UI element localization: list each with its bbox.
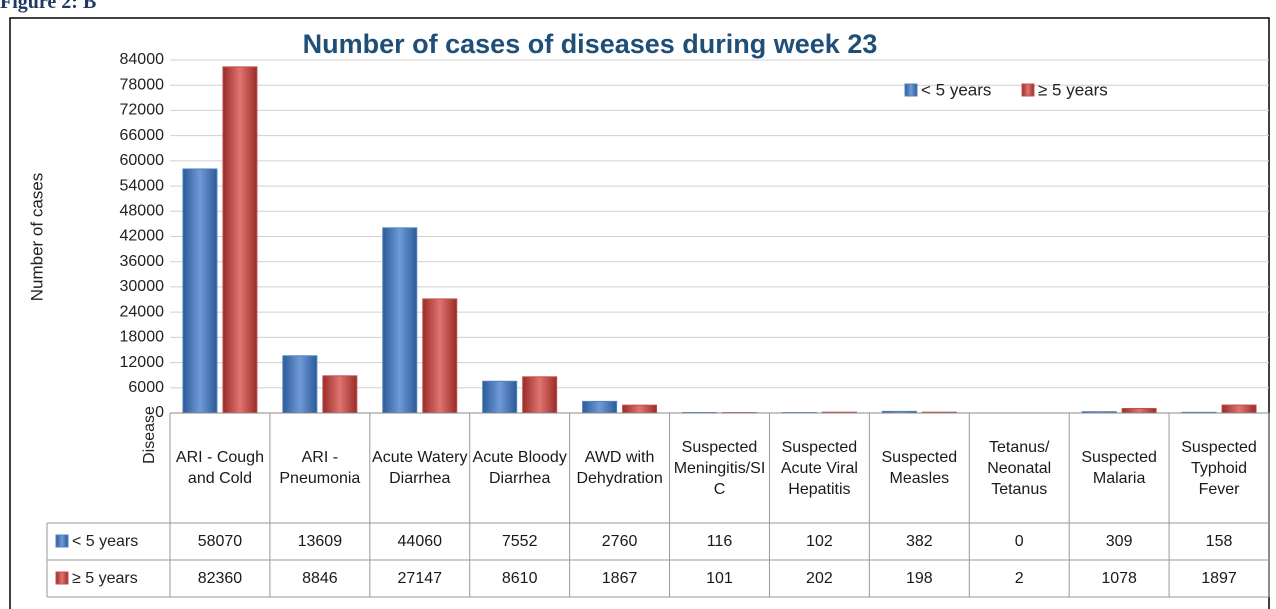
table-value: 44060 <box>397 533 443 550</box>
table-value: 27147 <box>397 570 443 587</box>
bar <box>382 227 418 414</box>
table-value: 8846 <box>302 570 338 587</box>
table-value: 309 <box>1105 533 1133 550</box>
category-label: Acute Watery Diarrhea <box>372 449 468 487</box>
y-tick-label: 48000 <box>120 203 165 220</box>
y-tick-label: 30000 <box>120 278 165 295</box>
table-value: 13609 <box>297 533 343 550</box>
table-value: 382 <box>905 533 933 550</box>
y-tick-label: 78000 <box>120 76 165 93</box>
table-value: 2760 <box>601 533 638 550</box>
table-value: 1897 <box>1201 570 1237 587</box>
bar <box>422 298 458 414</box>
table-value: 7552 <box>501 533 538 550</box>
figure-label: Figure 2: B <box>0 0 97 13</box>
table-row-label: ≥ 5 years <box>72 570 138 587</box>
y-tick-label: 12000 <box>120 354 165 371</box>
bar <box>282 355 318 414</box>
category-label: Suspected Measles <box>881 449 958 487</box>
category-label: Suspected Malaria <box>1081 449 1157 487</box>
bar <box>622 404 658 414</box>
table-value: 1078 <box>1101 570 1137 587</box>
y-tick-label: 18000 <box>120 329 165 346</box>
table-row-label: < 5 years <box>72 533 138 550</box>
table-value: 1867 <box>601 570 638 587</box>
y-tick-label: 42000 <box>120 228 165 245</box>
table-value: 101 <box>706 570 733 587</box>
table-value: 198 <box>905 570 933 587</box>
table-value: 2 <box>1014 570 1024 587</box>
table-value: 0 <box>1014 533 1024 550</box>
y-tick-label: 84000 <box>120 51 165 68</box>
table-value: 82360 <box>197 570 243 587</box>
category-label: Suspected Typhoid Fever <box>1181 438 1257 498</box>
y-tick-label: 60000 <box>120 152 165 169</box>
table-value: 58070 <box>197 533 243 550</box>
legend-key <box>55 571 69 585</box>
y-tick-label: 0 <box>155 404 164 421</box>
category-label: Suspected Acute Viral Hepatitis <box>780 438 858 498</box>
bar <box>1221 404 1257 414</box>
y-tick-label: 36000 <box>120 253 165 270</box>
category-label: AWD with Dehydration <box>576 449 663 487</box>
legend-label: ≥ 5 years <box>1038 80 1108 99</box>
table-value: 102 <box>806 533 833 550</box>
chart-title: Number of cases of diseases during week … <box>303 29 878 59</box>
category-label: ARI - Pneumonia <box>279 449 361 487</box>
category-label: ARI - Cough and Cold <box>175 449 264 487</box>
category-label: Tetanus/ Neonatal Tetanus <box>987 438 1052 498</box>
x-axis-label: Disease <box>141 406 158 464</box>
legend-key <box>1021 83 1035 97</box>
category-label: Acute Bloody Diarrhea <box>472 449 567 487</box>
y-tick-label: 24000 <box>120 303 165 320</box>
bar <box>182 168 218 414</box>
table-value: 202 <box>806 570 833 587</box>
y-tick-label: 54000 <box>120 177 165 194</box>
y-tick-label: 66000 <box>120 127 165 144</box>
category-label: Suspected Meningitis/SIC <box>673 438 766 498</box>
legend-label: < 5 years <box>921 80 991 99</box>
legend-key <box>904 83 918 97</box>
y-axis-label: Number of cases <box>27 173 46 302</box>
table-value: 158 <box>1205 533 1233 550</box>
table-value: 8610 <box>501 570 538 587</box>
bar <box>522 376 558 414</box>
y-tick-label: 72000 <box>120 102 165 119</box>
bar <box>322 375 358 414</box>
chart-border <box>9 17 1270 609</box>
y-tick-label: 6000 <box>128 379 164 396</box>
legend-key <box>55 534 69 548</box>
bar <box>482 380 518 414</box>
bar <box>222 66 258 414</box>
bar <box>582 400 618 414</box>
table-value: 116 <box>706 533 733 550</box>
